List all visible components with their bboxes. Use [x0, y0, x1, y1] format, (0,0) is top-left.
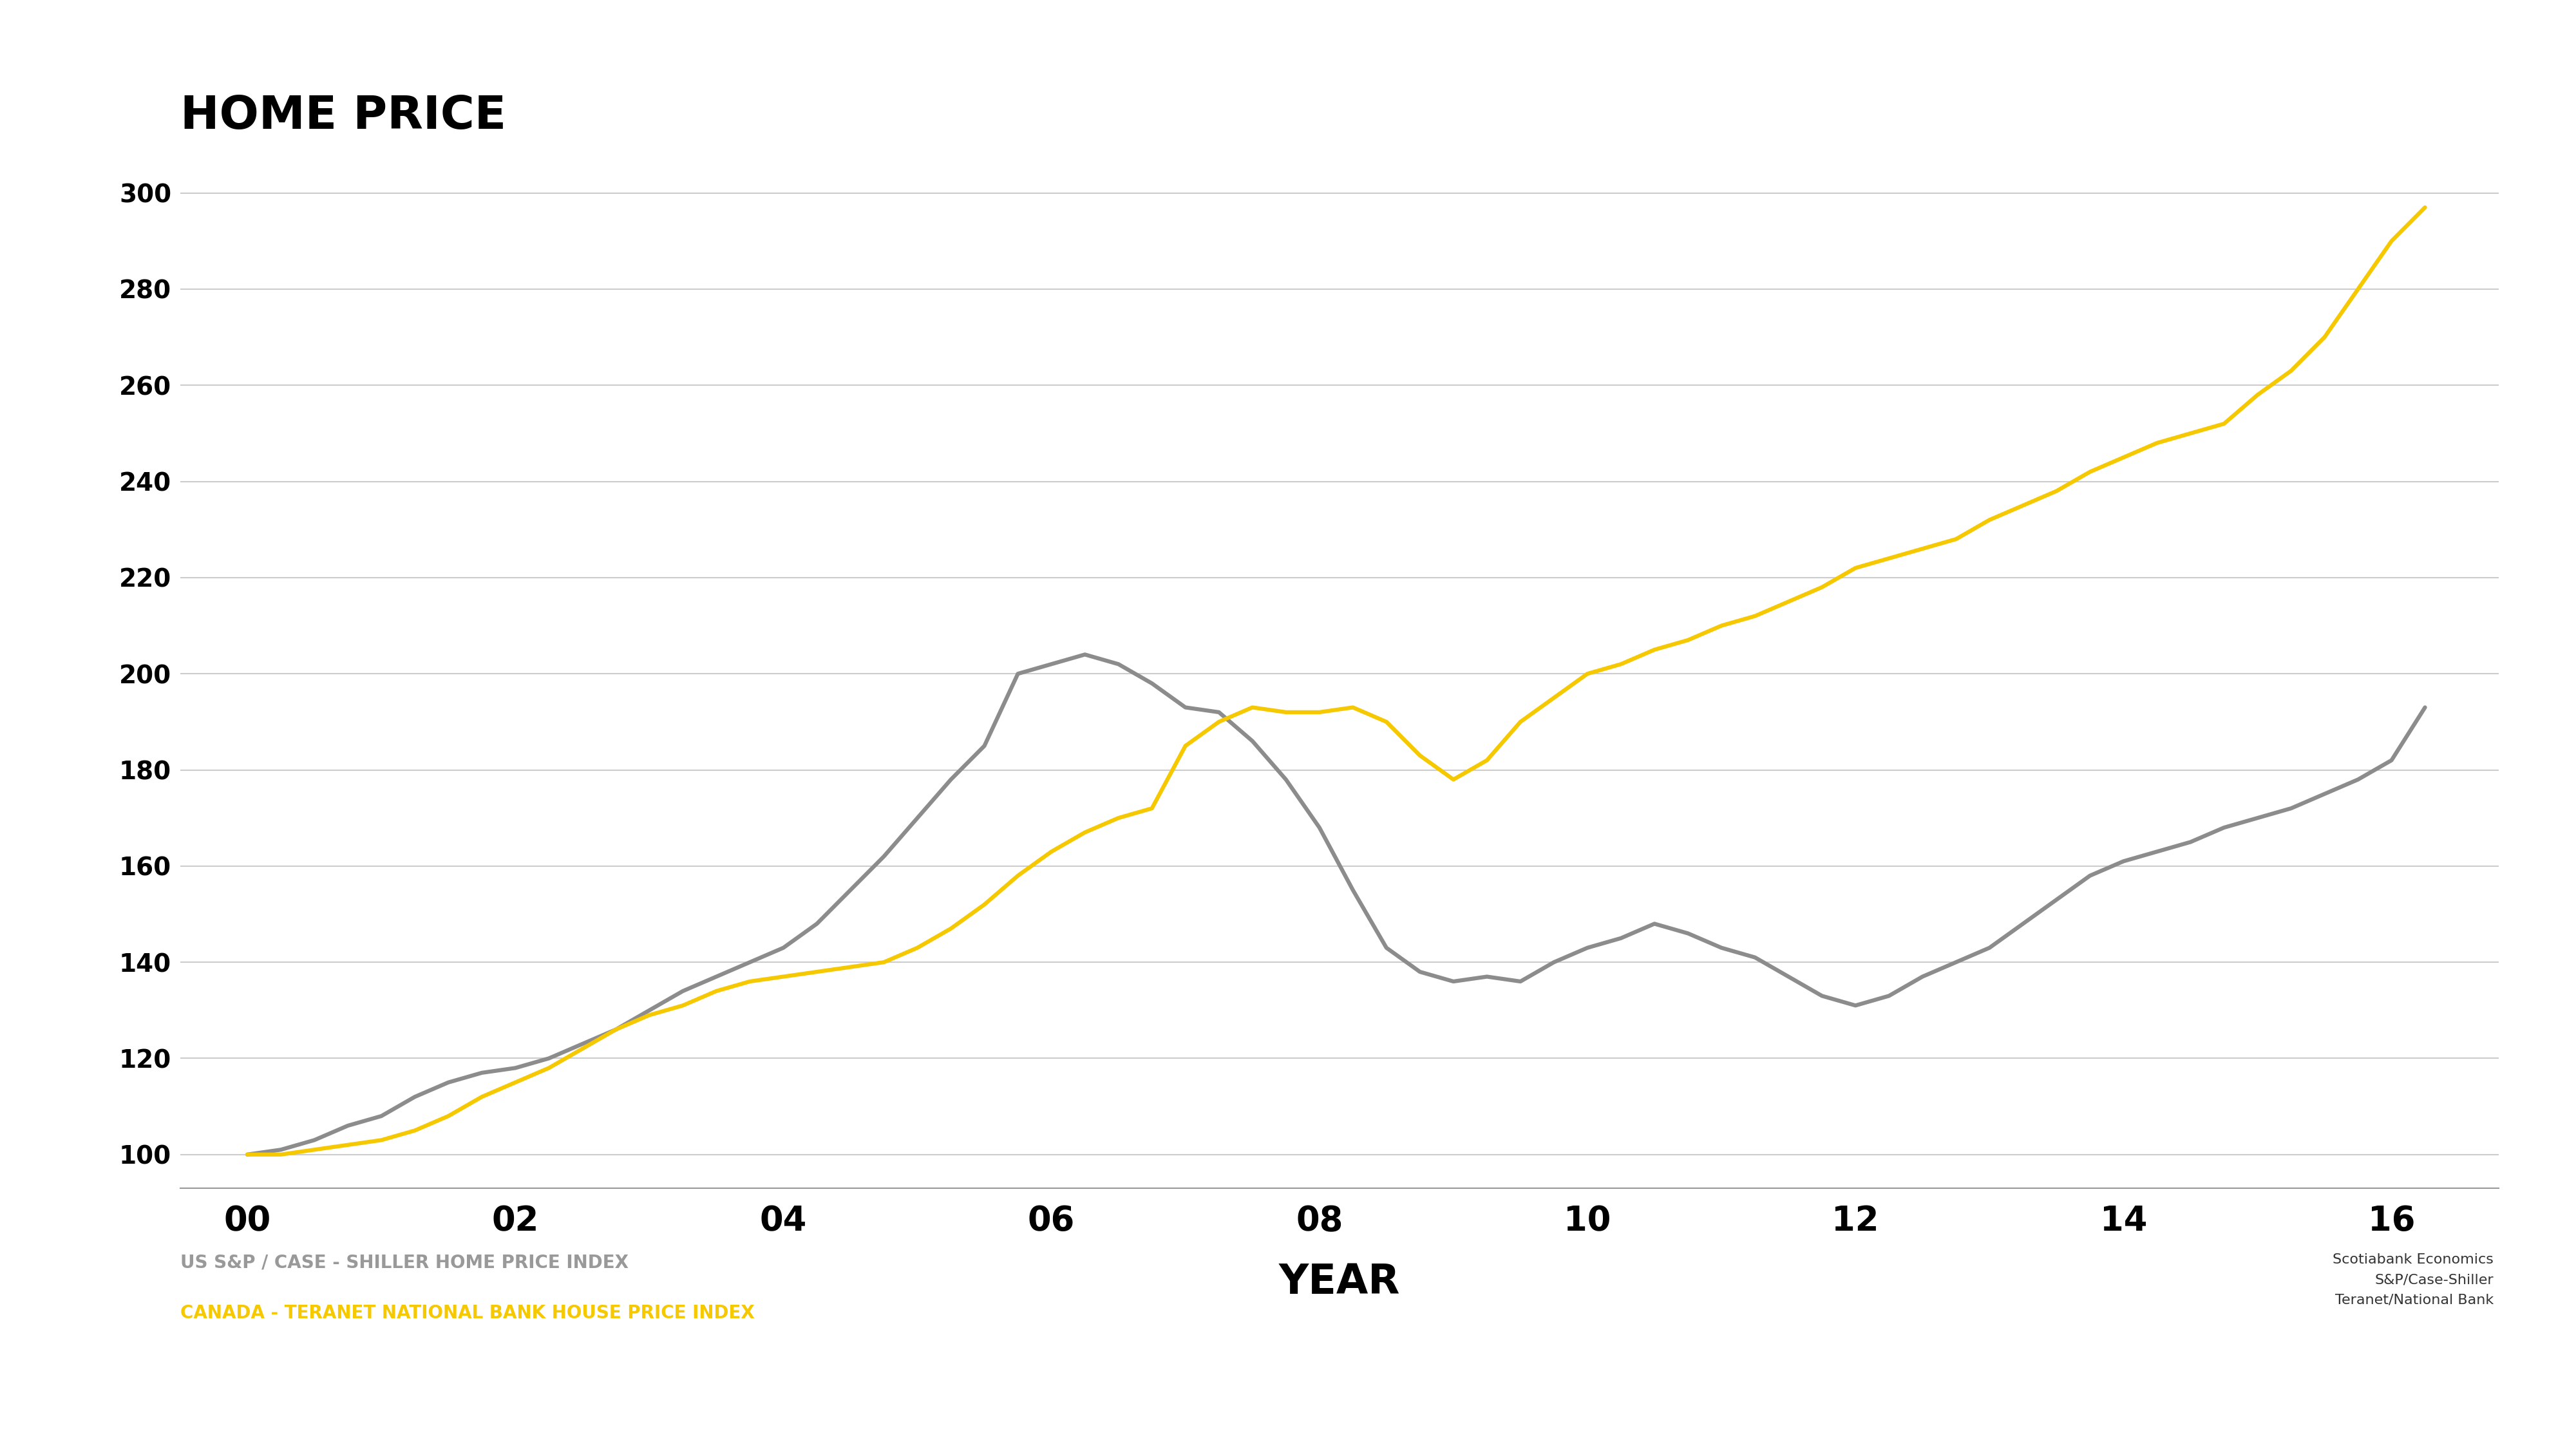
Text: YEAR: YEAR	[1278, 1262, 1401, 1303]
Text: HOME PRICE: HOME PRICE	[180, 94, 507, 139]
Text: CANADA - TERANET NATIONAL BANK HOUSE PRICE INDEX: CANADA - TERANET NATIONAL BANK HOUSE PRI…	[180, 1304, 755, 1321]
Text: US S&P / CASE - SHILLER HOME PRICE INDEX: US S&P / CASE - SHILLER HOME PRICE INDEX	[180, 1253, 629, 1271]
Text: Scotiabank Economics
S&P/Case-Shiller
Teranet/National Bank: Scotiabank Economics S&P/Case-Shiller Te…	[2334, 1253, 2494, 1307]
